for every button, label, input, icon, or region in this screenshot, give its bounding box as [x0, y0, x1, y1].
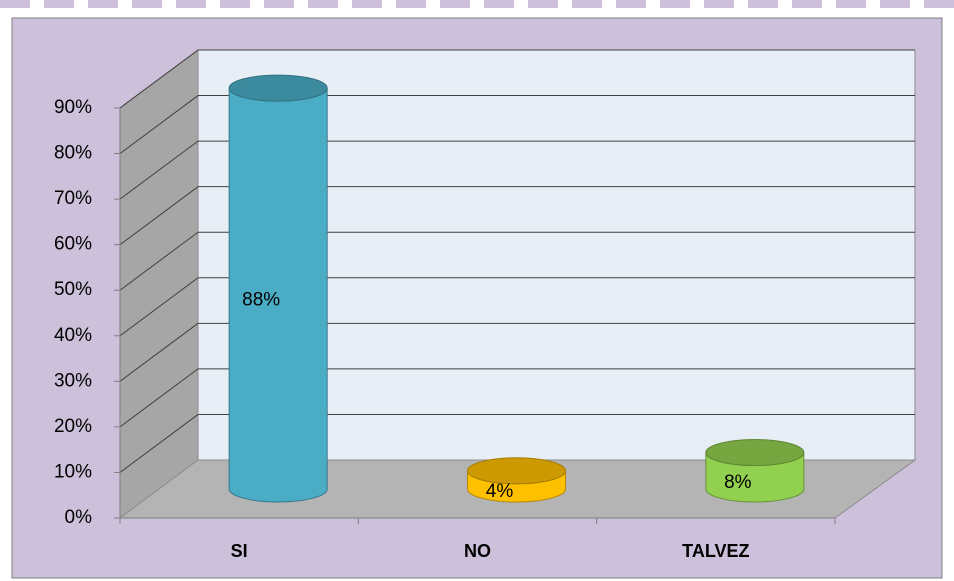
grid-line-side	[119, 414, 199, 473]
side-wall	[119, 49, 199, 519]
x-tick-label: NO	[464, 541, 491, 561]
grid-line-side	[119, 322, 199, 382]
grid-line-side	[119, 231, 199, 291]
y-tick-label: 90%	[54, 97, 92, 118]
x-tick-label: TALVEZ	[682, 541, 749, 561]
bar-top	[228, 74, 328, 102]
grid-line-side	[119, 186, 199, 246]
y-tick-label: 40%	[54, 325, 92, 346]
y-tick-label: 30%	[54, 370, 92, 391]
data-label: 8%	[724, 472, 752, 493]
data-label: 88%	[242, 290, 280, 311]
x-tick-label: SI	[231, 541, 248, 561]
bar-top	[705, 439, 805, 467]
data-label: 4%	[486, 481, 514, 502]
grid-line-side	[119, 140, 199, 200]
y-tick-label: 0%	[65, 507, 93, 528]
y-tick-label: 70%	[54, 188, 92, 209]
y-tick-label: 50%	[54, 279, 92, 300]
plot: 0% 10% 20% 30% 40% 50% 60% 70% 80% 90% 88% SI 4% NO 8%…	[54, 49, 915, 561]
y-tick-label: 20%	[54, 416, 92, 437]
y-tick-label: 80%	[54, 143, 92, 164]
y-tick-label: 60%	[54, 234, 92, 255]
grid-line-side	[119, 277, 199, 337]
bar-top	[467, 457, 566, 485]
y-tick-label: 10%	[54, 461, 92, 482]
grid-line-side	[119, 368, 199, 428]
grid-line-side	[119, 49, 199, 109]
grid-line-side	[119, 95, 199, 154]
